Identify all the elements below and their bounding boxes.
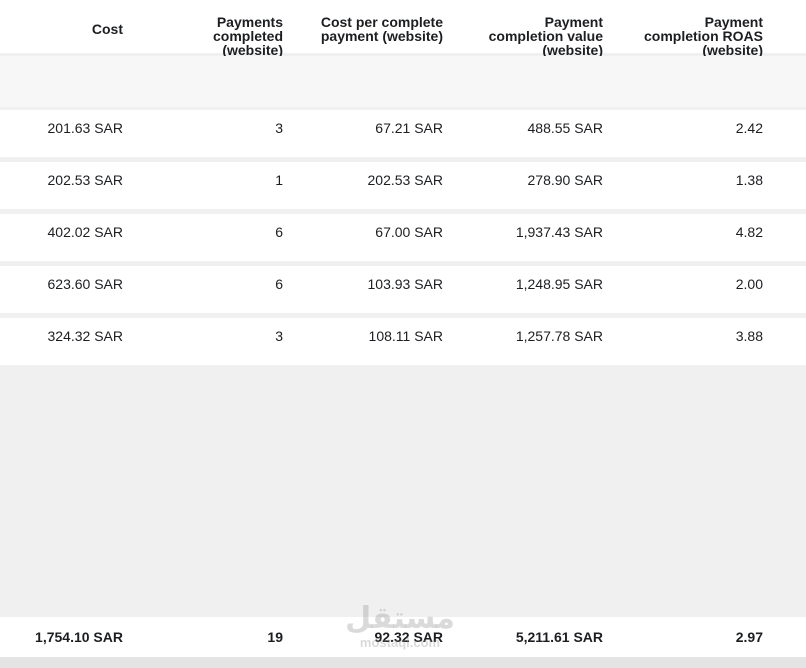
table-row[interactable]: 402.02 SAR 6 67.00 SAR 1,937.43 SAR 4.82 — [0, 214, 806, 261]
total-cost-per-payment: 92.32 SAR — [374, 629, 443, 645]
cell-cost: 623.60 SAR — [47, 276, 124, 292]
column-header-payments-completed[interactable]: Payments completed (website) — [212, 14, 283, 58]
column-header-cost[interactable]: Cost — [91, 21, 123, 37]
cell-payments-completed: 3 — [275, 328, 283, 344]
table-row[interactable]: 324.32 SAR 3 108.11 SAR 1,257.78 SAR 3.8… — [0, 318, 806, 365]
column-header-cost-per-complete-payment[interactable]: Cost per complete payment (website) — [320, 14, 443, 44]
table-row[interactable]: 201.63 SAR 3 67.21 SAR 488.55 SAR 2.42 — [0, 110, 806, 157]
cell-completion-value: 488.55 SAR — [527, 120, 604, 136]
cell-cost-per-payment: 103.93 SAR — [367, 276, 444, 292]
cell-completion-roas: 2.42 — [735, 120, 763, 136]
total-payments-completed: 19 — [267, 629, 283, 645]
cell-payments-completed: 3 — [275, 120, 283, 136]
total-cost: 1,754.10 SAR — [35, 629, 123, 645]
cell-payments-completed: 6 — [275, 224, 283, 240]
totals-row: 1,754.10 SAR 19 92.32 SAR 5,211.61 SAR 2… — [0, 617, 806, 657]
cell-cost: 202.53 SAR — [47, 172, 124, 188]
table-row[interactable]: 623.60 SAR 6 103.93 SAR 1,248.95 SAR 2.0… — [0, 266, 806, 313]
cell-cost: 201.63 SAR — [47, 120, 124, 136]
column-header-payment-completion-roas[interactable]: Payment completion ROAS (website) — [643, 14, 763, 58]
cell-cost: 402.02 SAR — [47, 224, 124, 240]
table-row[interactable]: 202.53 SAR 1 202.53 SAR 278.90 SAR 1.38 — [0, 162, 806, 209]
cell-completion-value: 1,248.95 SAR — [515, 276, 603, 292]
cell-cost-per-payment: 108.11 SAR — [368, 328, 443, 344]
cell-completion-value: 278.90 SAR — [527, 172, 604, 188]
cell-completion-value: 1,937.43 SAR — [515, 224, 603, 240]
cell-completion-roas: 4.82 — [735, 224, 763, 240]
total-completion-roas: 2.97 — [735, 629, 763, 645]
cell-completion-value: 1,257.78 SAR — [515, 328, 603, 344]
cell-payments-completed: 1 — [275, 172, 283, 188]
table-header: Cost Payments completed (website) Cost p… — [0, 0, 806, 57]
cell-cost-per-payment: 202.53 SAR — [367, 172, 444, 188]
total-completion-value: 5,211.61 SAR — [515, 629, 603, 645]
cell-completion-roas: 1.38 — [735, 172, 763, 188]
cell-completion-roas: 3.88 — [735, 328, 763, 344]
column-header-payment-completion-value[interactable]: Payment completion value (website) — [488, 14, 603, 58]
horizontal-scrollbar-track[interactable] — [0, 657, 806, 668]
cell-cost: 324.32 SAR — [47, 328, 124, 344]
cell-cost-per-payment: 67.21 SAR — [375, 120, 443, 136]
empty-row — [0, 56, 806, 107]
cell-completion-roas: 2.00 — [735, 276, 763, 292]
cell-payments-completed: 6 — [275, 276, 283, 292]
cell-cost-per-payment: 67.00 SAR — [375, 224, 443, 240]
